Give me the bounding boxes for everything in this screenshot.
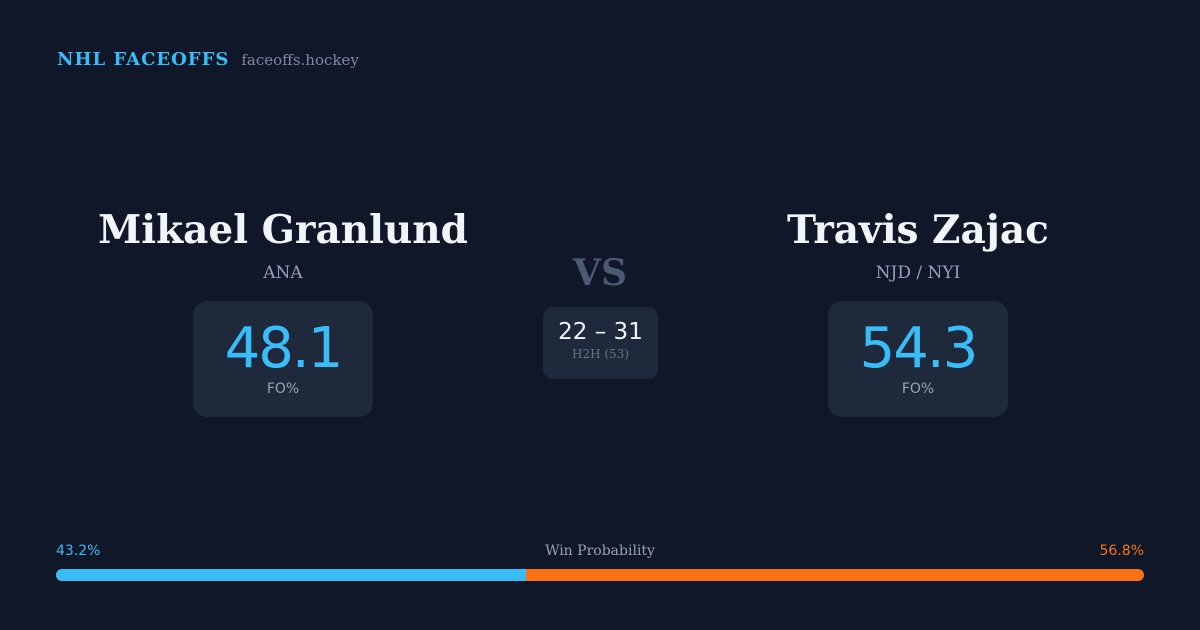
h2h-label: H2H (53) [571,347,629,361]
fo-percentage: 54.3 [859,316,979,381]
win-probability-left-fill [56,569,527,581]
brand-title: NHL FACEOFFS [57,49,230,70]
fo-percentage-card: 54.3 FO% [827,301,1009,417]
player-right: Travis Zajac NJD / NYI 54.3 FO% [708,205,1128,417]
fo-percentage: 48.1 [224,316,344,381]
player-name: Travis Zajac [787,207,1049,253]
player-left: Mikael Granlund ANA 48.1 FO% [73,205,493,417]
versus-label: VS [573,252,627,294]
win-probability: 43.2% Win Probability 56.8% [56,543,1144,581]
fo-label: FO% [266,381,300,397]
player-team: ANA [263,263,303,283]
fo-percentage-card: 48.1 FO% [192,301,374,417]
fo-label: FO% [901,381,935,397]
win-prob-left: 43.2% [56,543,101,559]
win-probability-bar [56,569,1144,581]
brand-header: NHL FACEOFFS faceoffs.hockey [57,49,359,70]
brand-url: faceoffs.hockey [241,51,359,69]
h2h-score: 22 – 31 [558,319,643,345]
win-prob-right: 56.8% [1099,543,1144,559]
player-name: Mikael Granlund [98,207,468,253]
player-team: NJD / NYI [875,263,961,283]
win-prob-title: Win Probability [545,543,655,559]
head-to-head-card: 22 – 31 H2H (53) [543,307,658,379]
